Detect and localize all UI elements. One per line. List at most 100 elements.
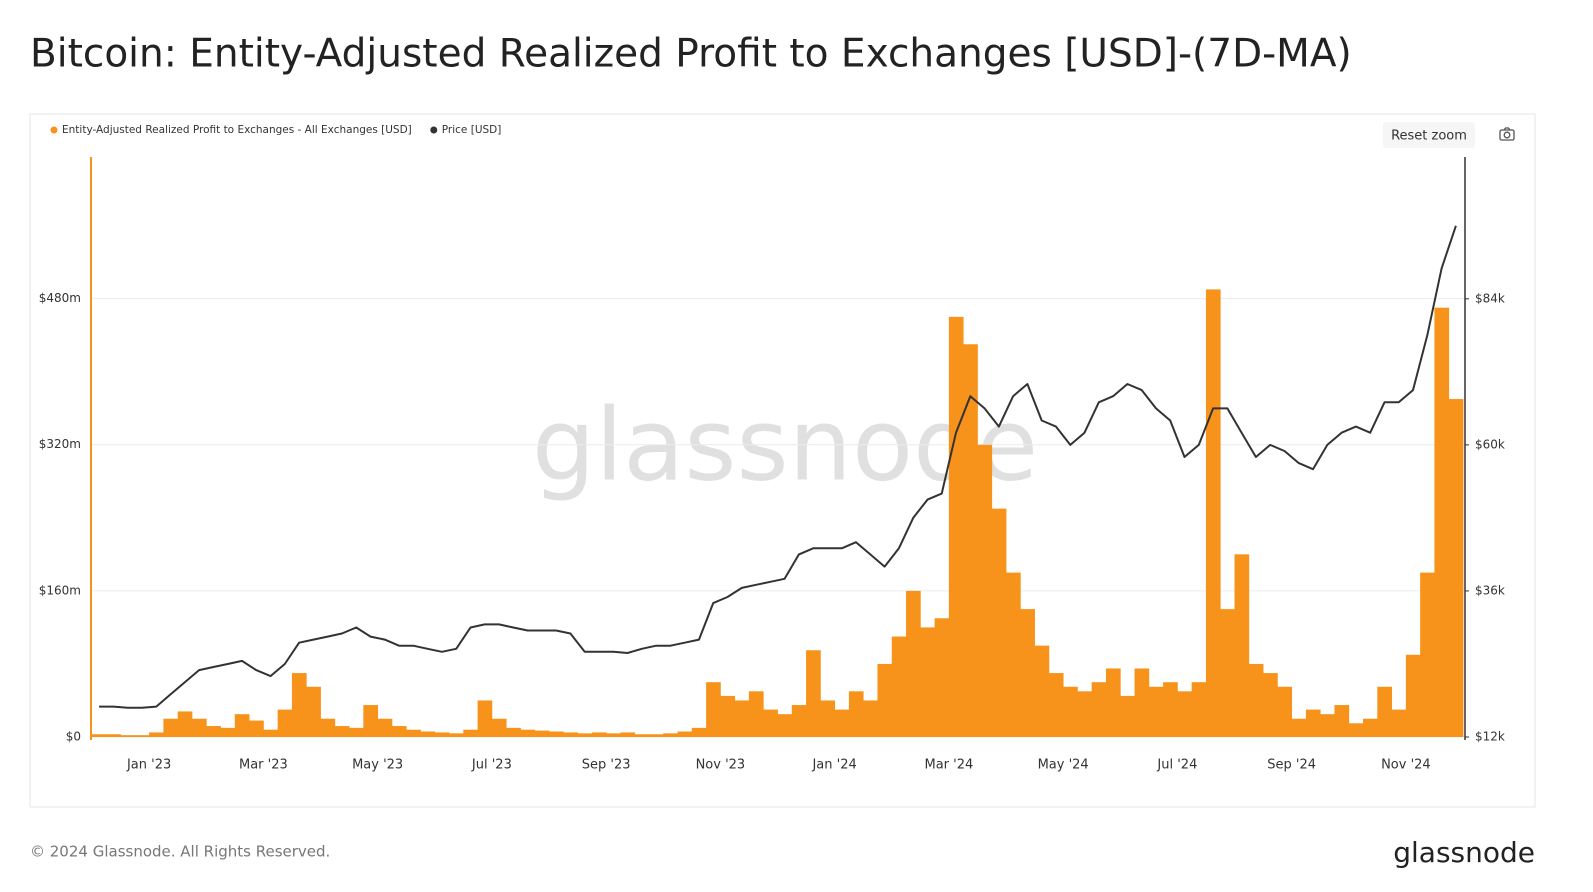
- legend-label: Price [USD]: [442, 124, 502, 136]
- bar: [1063, 686, 1078, 737]
- bar: [777, 714, 793, 737]
- bar: [291, 673, 307, 737]
- bar: [234, 714, 250, 737]
- bar: [263, 729, 279, 737]
- bar: [1006, 572, 1021, 737]
- bar: [1305, 709, 1321, 737]
- bar: [420, 731, 436, 737]
- bar: [1048, 673, 1064, 737]
- bar: [491, 718, 507, 737]
- x-tick-label: Jul '24: [1156, 758, 1197, 773]
- logo: glassnode: [1393, 836, 1535, 869]
- bar: [1334, 705, 1350, 737]
- reset-zoom-label[interactable]: Reset zoom: [1391, 129, 1467, 144]
- bar: [863, 700, 878, 737]
- x-tick-label: Jan '24: [811, 758, 856, 773]
- footer: © 2024 Glassnode. All Rights Reserved.: [30, 843, 330, 861]
- bar: [520, 729, 536, 737]
- bar: [220, 727, 236, 737]
- reset-zoom-button[interactable]: [1383, 122, 1475, 148]
- x-tick-label: Jul '23: [471, 758, 512, 773]
- bar: [806, 650, 821, 737]
- bar: [377, 718, 393, 737]
- x-tick-label: Nov '24: [1381, 758, 1431, 773]
- bar: [1020, 609, 1035, 737]
- x-tick-label: May '24: [1038, 758, 1089, 773]
- bar: [734, 700, 750, 737]
- bar: [391, 726, 407, 737]
- bar: [706, 682, 721, 737]
- bar: [1363, 718, 1378, 737]
- bar: [634, 734, 650, 737]
- bar: [163, 718, 179, 737]
- bar: [591, 732, 607, 737]
- bar: [477, 700, 493, 737]
- bar: [763, 709, 778, 737]
- bar: [1105, 668, 1121, 737]
- bar: [449, 733, 464, 737]
- y-tick-label: $480m: [39, 291, 81, 305]
- bar: [463, 729, 478, 737]
- bar: [848, 691, 864, 737]
- bar: [1420, 572, 1435, 737]
- bar: [1077, 691, 1093, 737]
- bar: [791, 705, 807, 737]
- bar: [948, 316, 964, 737]
- chart-title: Bitcoin: Entity-Adjusted Realized Profit…: [30, 32, 1352, 77]
- bar: [363, 705, 379, 737]
- x-tick-label: Nov '23: [696, 758, 746, 773]
- bar: [534, 730, 550, 737]
- x-tick-label: Mar '23: [239, 758, 288, 773]
- y2-tick-label: $12k: [1475, 730, 1505, 744]
- bar: [1291, 718, 1307, 737]
- bar: [1191, 682, 1207, 737]
- bar: [206, 726, 221, 737]
- x-tick-label: May '23: [352, 758, 403, 773]
- bar: [906, 590, 921, 737]
- bar: [563, 732, 578, 737]
- bar: [306, 686, 321, 737]
- bar: [1405, 654, 1421, 737]
- bar: [1391, 709, 1407, 737]
- bar: [1148, 686, 1164, 737]
- bar: [334, 726, 350, 737]
- bar: [691, 727, 707, 737]
- camera-icon[interactable]: [1499, 127, 1515, 141]
- y2-tick-label: $36k: [1475, 583, 1505, 597]
- bar: [963, 344, 978, 737]
- bar: [620, 732, 636, 737]
- y-tick-label: $0: [66, 730, 81, 744]
- bar: [877, 663, 893, 737]
- bar: [834, 709, 850, 737]
- bar: [677, 731, 693, 737]
- bar: [720, 695, 736, 737]
- bar: [934, 618, 950, 737]
- bar: [1177, 691, 1193, 737]
- bar: [1377, 686, 1392, 737]
- bar: [134, 735, 150, 737]
- y-tick-label: $320m: [39, 437, 81, 451]
- bar: [177, 711, 193, 737]
- bar: [506, 727, 521, 737]
- bar: [406, 729, 421, 737]
- bar: [1248, 663, 1264, 737]
- bar: [663, 733, 678, 737]
- y2-tick-label: $60k: [1475, 437, 1505, 451]
- bar: [1205, 289, 1221, 737]
- bar: [320, 718, 336, 737]
- bar: [106, 734, 121, 737]
- bar: [277, 709, 293, 737]
- bar: [820, 700, 836, 737]
- y2-tick-label: $84k: [1475, 291, 1505, 305]
- bar: [1220, 609, 1235, 737]
- bar: [606, 733, 621, 737]
- y-tick-label: $160m: [39, 583, 81, 597]
- bar: [991, 508, 1007, 737]
- price-line: [99, 225, 1457, 709]
- x-tick-label: Sep '24: [1267, 758, 1316, 773]
- bar: [577, 733, 593, 737]
- bar: [920, 627, 935, 737]
- bar: [349, 727, 364, 737]
- bar: [1234, 554, 1250, 737]
